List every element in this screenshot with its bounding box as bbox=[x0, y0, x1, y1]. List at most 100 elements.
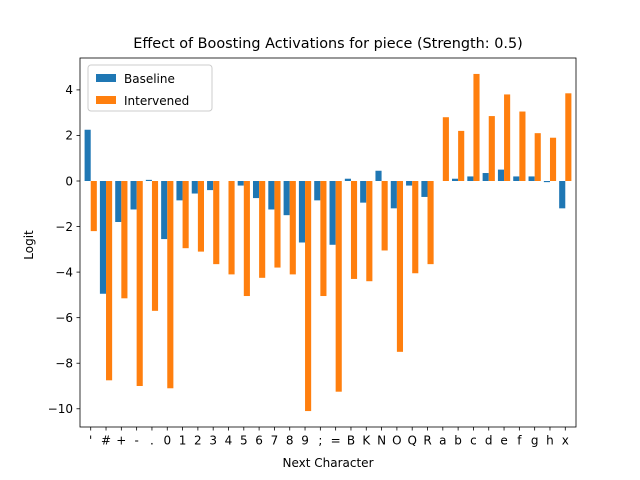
bar-intervened-31 bbox=[565, 93, 572, 181]
x-tick-label: 1 bbox=[179, 434, 187, 448]
x-tick-label: = bbox=[331, 434, 341, 448]
bar-baseline-0 bbox=[84, 129, 91, 181]
bar-baseline-27 bbox=[497, 169, 505, 181]
y-tick-label: 0 bbox=[65, 174, 73, 188]
x-tick-label: h bbox=[546, 434, 554, 448]
bar-intervened-30 bbox=[549, 137, 557, 181]
bar-intervened-20 bbox=[396, 181, 404, 352]
bar-baseline-11 bbox=[252, 181, 260, 199]
x-tick-label: f bbox=[517, 434, 522, 448]
y-axis-label: Logit bbox=[22, 230, 36, 260]
bar-baseline-16 bbox=[329, 181, 336, 245]
bar-baseline-24 bbox=[452, 178, 459, 181]
bar-intervened-7 bbox=[197, 181, 204, 252]
legend-swatch-baseline bbox=[96, 74, 116, 82]
bar-intervened-15 bbox=[320, 181, 327, 297]
bar-intervened-27 bbox=[504, 94, 511, 181]
x-tick-label: 4 bbox=[225, 434, 233, 448]
bar-intervened-24 bbox=[458, 130, 465, 181]
bar-intervened-10 bbox=[243, 181, 250, 297]
bar-intervened-14 bbox=[305, 181, 312, 412]
bar-intervened-17 bbox=[350, 181, 358, 279]
bar-intervened-0 bbox=[90, 181, 97, 232]
bar-baseline-13 bbox=[283, 181, 290, 216]
bar-intervened-28 bbox=[519, 111, 526, 181]
x-tick-label: B bbox=[347, 434, 355, 448]
bar-intervened-5 bbox=[167, 181, 174, 389]
x-tick-label: g bbox=[531, 434, 539, 448]
x-tick-label: + bbox=[116, 434, 126, 448]
bar-baseline-14 bbox=[298, 181, 306, 243]
y-tick-label: 4 bbox=[65, 83, 73, 97]
x-tick-label: 2 bbox=[194, 434, 202, 448]
bar-baseline-28 bbox=[513, 176, 520, 181]
bar-intervened-2 bbox=[121, 181, 128, 299]
x-tick-label: # bbox=[101, 434, 111, 448]
bar-baseline-26 bbox=[482, 173, 489, 181]
x-tick-label: d bbox=[485, 434, 493, 448]
x-tick-label: 3 bbox=[209, 434, 217, 448]
x-tick-label: Q bbox=[407, 434, 416, 448]
x-tick-label: 9 bbox=[301, 434, 309, 448]
x-tick-label: K bbox=[362, 434, 371, 448]
x-axis-label: Next Character bbox=[282, 456, 373, 470]
plot-frame bbox=[79, 57, 577, 428]
bar-baseline-6 bbox=[176, 181, 183, 201]
bar-baseline-30 bbox=[543, 181, 550, 183]
legend-box bbox=[87, 64, 213, 112]
bar-intervened-21 bbox=[412, 181, 419, 274]
x-tick-label: 6 bbox=[255, 434, 263, 448]
bar-baseline-7 bbox=[191, 181, 198, 194]
x-tick-label: - bbox=[134, 434, 138, 448]
bars bbox=[84, 73, 572, 412]
x-tick-label: . bbox=[150, 434, 154, 448]
y-tick-label: −4 bbox=[55, 265, 73, 279]
bar-baseline-10 bbox=[237, 181, 244, 186]
x-tick-label: a bbox=[439, 434, 446, 448]
chart-title: Effect of Boosting Activations for piece… bbox=[133, 36, 522, 52]
bar-intervened-18 bbox=[366, 181, 373, 282]
bar-baseline-25 bbox=[467, 176, 474, 181]
bar-intervened-6 bbox=[182, 181, 189, 249]
bar-baseline-18 bbox=[360, 181, 367, 203]
y-tick-label: −2 bbox=[55, 220, 73, 234]
x-tick-label: N bbox=[377, 434, 386, 448]
y-tick-label: −8 bbox=[55, 357, 73, 371]
x-tick-label: b bbox=[454, 434, 462, 448]
bar-baseline-21 bbox=[406, 181, 413, 186]
bar-baseline-8 bbox=[207, 181, 214, 191]
bar-baseline-20 bbox=[390, 181, 397, 209]
bar-intervened-25 bbox=[473, 73, 480, 181]
bar-baseline-15 bbox=[314, 181, 321, 201]
bar-baseline-12 bbox=[268, 181, 275, 210]
bar-intervened-3 bbox=[136, 181, 143, 386]
bar-intervened-19 bbox=[381, 181, 388, 251]
bar-baseline-29 bbox=[528, 176, 535, 181]
y-tick-label: −6 bbox=[55, 311, 73, 325]
bar-baseline-4 bbox=[145, 179, 152, 181]
bar-baseline-1 bbox=[99, 181, 107, 294]
bar-intervened-4 bbox=[151, 181, 159, 311]
x-tick-label: c bbox=[470, 434, 477, 448]
bar-intervened-12 bbox=[274, 181, 281, 268]
bar-intervened-1 bbox=[106, 181, 113, 381]
x-tick-label: x bbox=[562, 434, 569, 448]
x-tick-label: 8 bbox=[286, 434, 294, 448]
bar-intervened-13 bbox=[289, 181, 296, 275]
x-tick-label: O bbox=[392, 434, 401, 448]
bar-intervened-11 bbox=[259, 181, 266, 278]
legend-swatch-intervened bbox=[96, 96, 116, 104]
x-tick-label: ; bbox=[318, 434, 322, 448]
bar-intervened-23 bbox=[442, 117, 449, 181]
legend: Baseline Intervened bbox=[87, 64, 213, 112]
bar-intervened-8 bbox=[213, 181, 220, 265]
x-tick-label: ' bbox=[89, 434, 92, 448]
bar-intervened-16 bbox=[335, 181, 342, 392]
legend-label-intervened: Intervened bbox=[124, 94, 189, 108]
bar-baseline-5 bbox=[161, 181, 168, 240]
y-tick-label: 2 bbox=[65, 129, 73, 143]
x-tick-label: 5 bbox=[240, 434, 248, 448]
bar-baseline-22 bbox=[421, 181, 428, 197]
